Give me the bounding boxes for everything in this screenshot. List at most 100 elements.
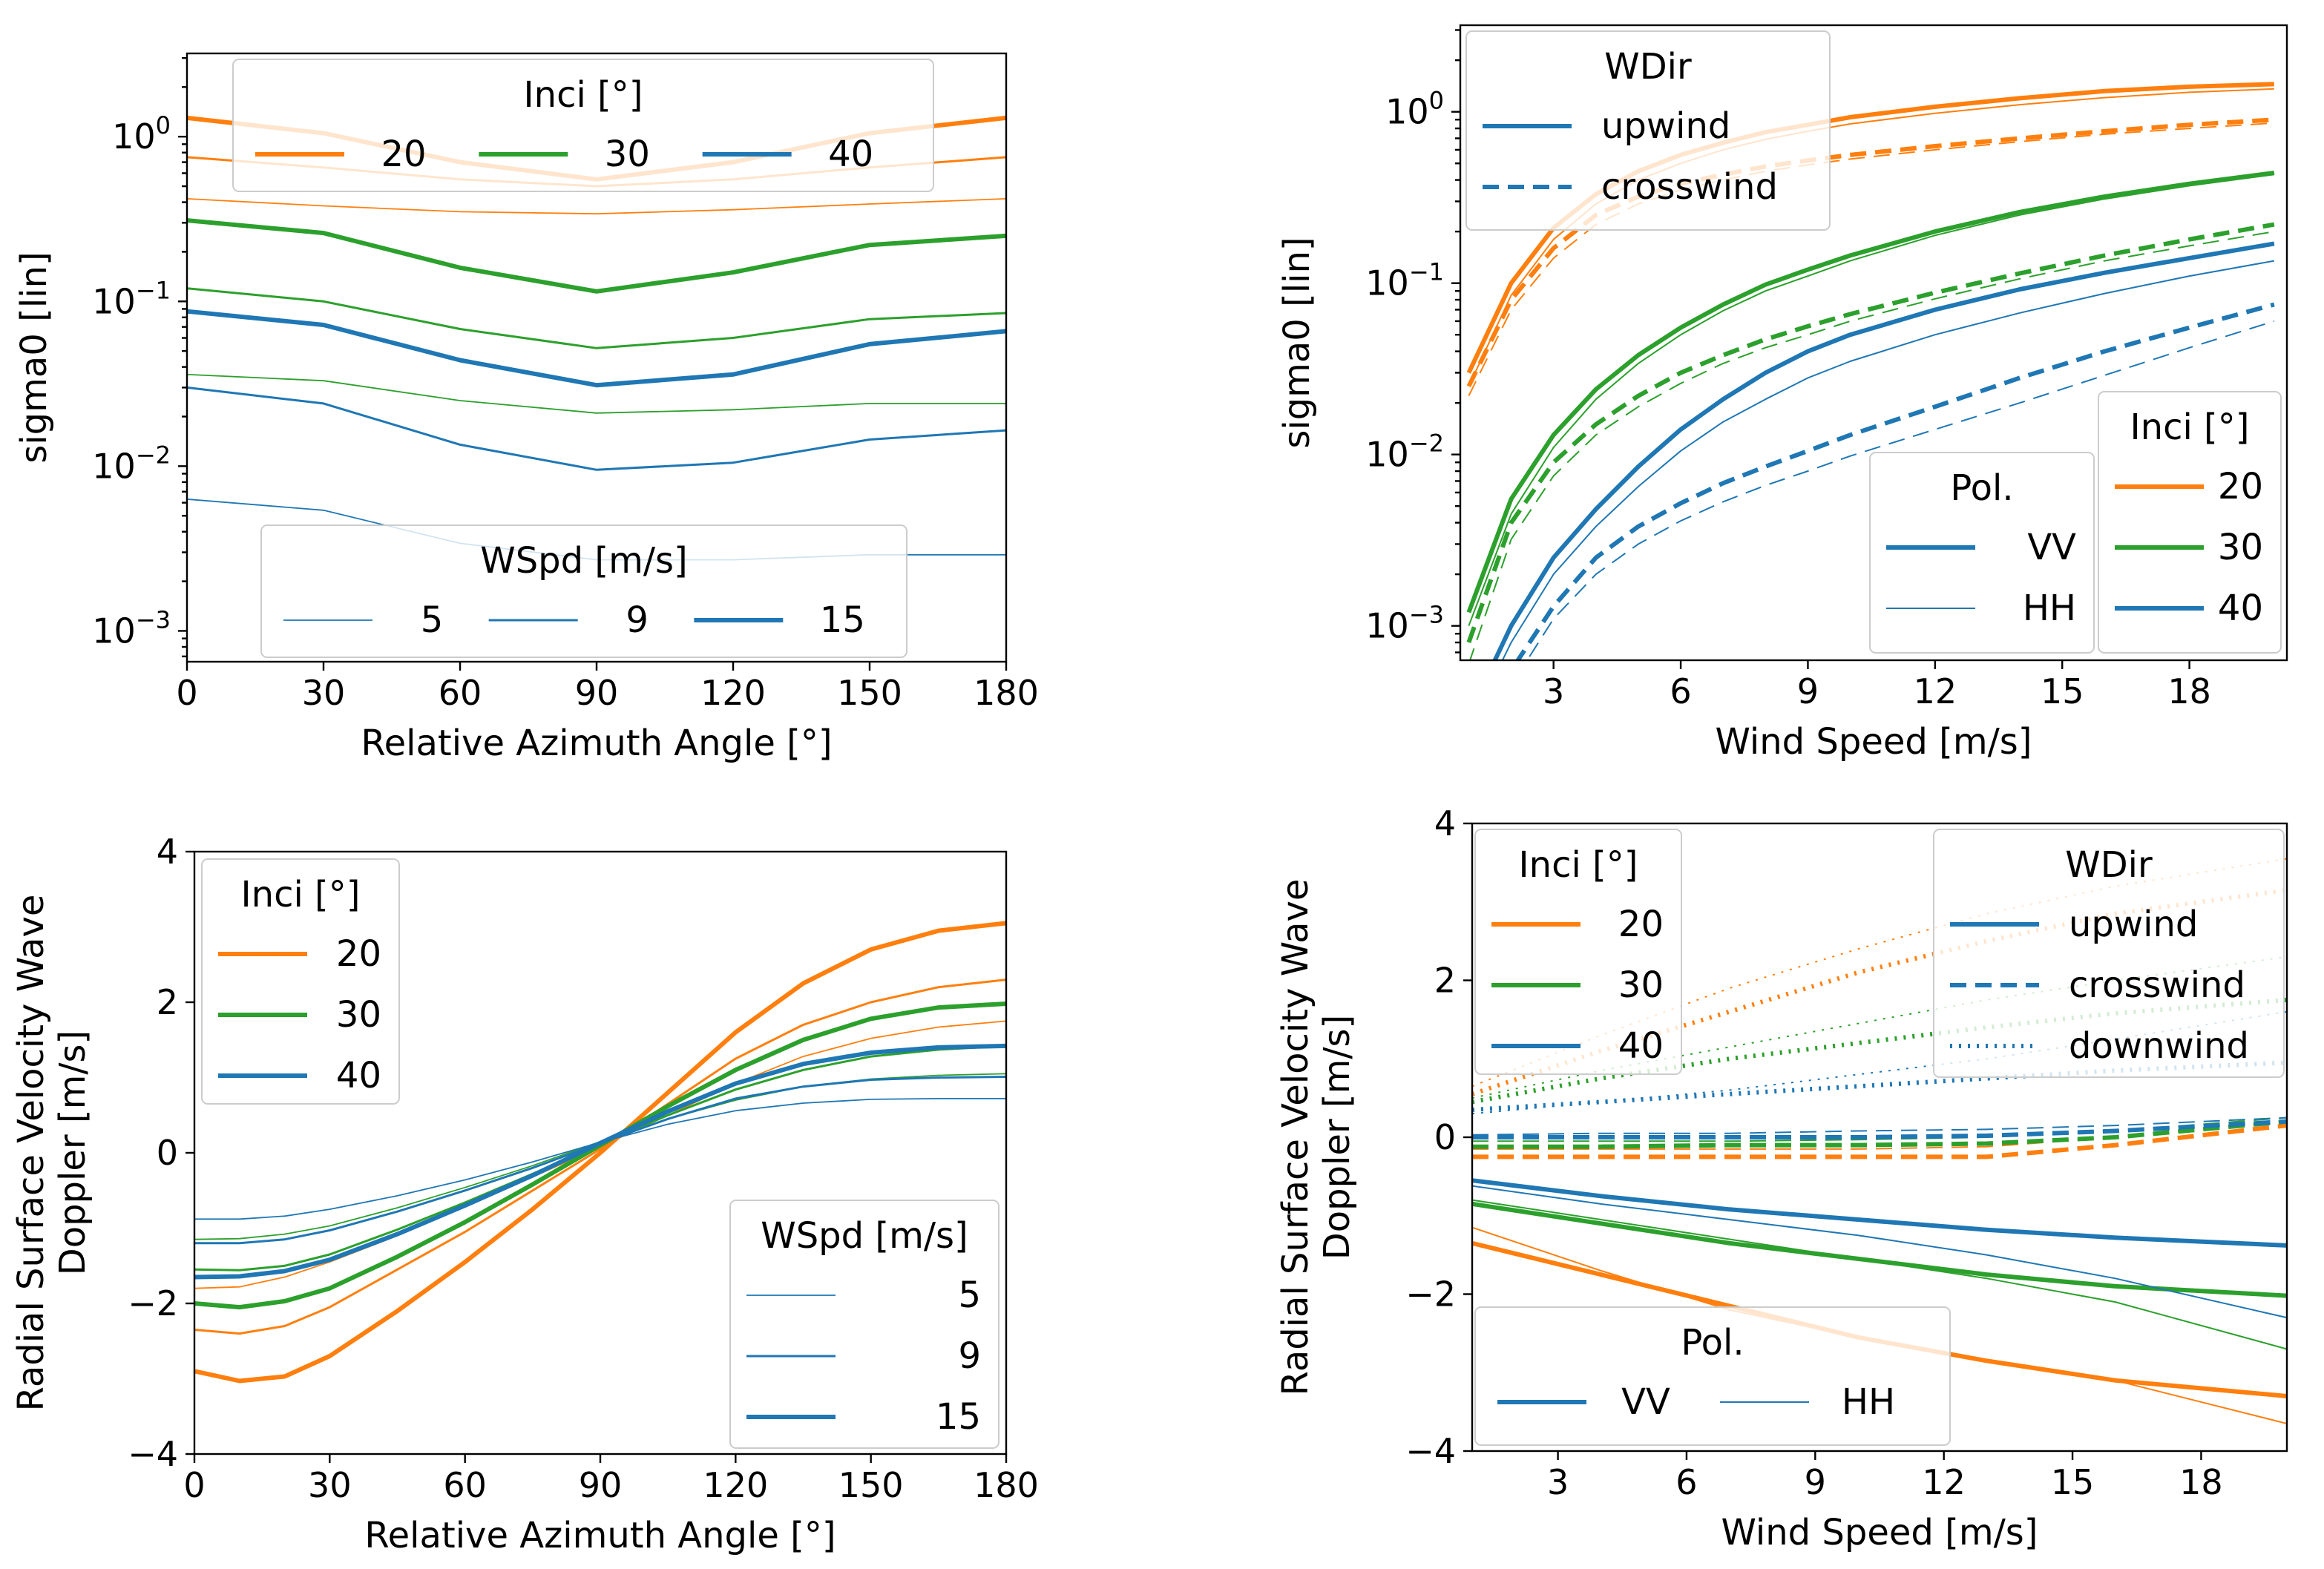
series-line: [1466, 222, 2275, 644]
x-tick-label: 6: [1675, 1462, 1697, 1502]
x-tick-label: 0: [183, 1465, 205, 1505]
legend-wspd: WSpd [m/s] 5 9 15: [729, 1200, 999, 1449]
series-line: [187, 373, 1006, 414]
legend-entry-label: 5: [958, 1274, 981, 1316]
legend-entry-label: VV: [1621, 1381, 1670, 1423]
y-tick-label: 10−2: [1365, 430, 1444, 475]
legend-entry-label: upwind: [1601, 105, 1730, 147]
legend-entry-label: 40: [336, 1055, 381, 1096]
x-tick-label: 15: [2041, 671, 2084, 711]
series-line: [1466, 171, 2275, 614]
legend-title: WDir: [2065, 844, 2153, 886]
y-tick-label: −4: [128, 1434, 178, 1474]
series-line: [187, 287, 1006, 349]
y-tick-label: 4: [157, 832, 178, 872]
legend-entry-label: VV: [2027, 527, 2076, 568]
x-tick-label: 60: [439, 673, 482, 713]
chart-panel-2: 3 6 9 12 15 18 Wind Speed [m/s] 10−3 10−2 10−1 100…: [1276, 24, 2288, 763]
y-axis-label: Radial Surface Velocity Wave: [1275, 879, 1316, 1396]
legend-entry-label: 9: [626, 599, 649, 641]
x-axis-label: Wind Speed [m/s]: [1715, 721, 2032, 763]
legend-entry-label: 30: [1618, 964, 1664, 1006]
series-line: [1472, 955, 2287, 1099]
x-tick-label: 18: [2167, 671, 2211, 711]
legend-inci: Inci [°] 20 30 40: [1474, 829, 1682, 1075]
series-line: [1526, 320, 2275, 660]
x-tick-label: 180: [974, 673, 1039, 713]
x-tick-label: 12: [1922, 1462, 1966, 1502]
legend-entry-label: crosswind: [2069, 964, 2245, 1006]
legend-entry-label: 15: [820, 599, 865, 641]
legend-frame: [1933, 829, 2285, 1078]
legend-entry-label: HH: [1842, 1381, 1895, 1423]
series-line: [194, 921, 1006, 1384]
y-tick-label: 2: [1434, 961, 1456, 1001]
legend-wdir: WDir upwind crosswind downwind: [1933, 829, 2285, 1078]
series-line: [1472, 1119, 2287, 1139]
legend-title: WSpd [m/s]: [480, 540, 688, 582]
series-line: [194, 1076, 1006, 1245]
legend-entry-label: downwind: [2069, 1025, 2249, 1067]
series-line: [194, 978, 1006, 1335]
x-axis-label: Wind Speed [m/s]: [1721, 1512, 2038, 1553]
x-tick-label: 120: [700, 673, 766, 713]
legend-entry-label: HH: [2023, 588, 2076, 629]
legend-entry-label: 9: [958, 1335, 981, 1377]
legend-title: Inci [°]: [2130, 407, 2249, 448]
legend-pol: Pol. VV HH: [1869, 452, 2095, 654]
legend-title: WSpd [m/s]: [761, 1215, 968, 1257]
series-line: [1501, 260, 2275, 660]
series-line: [1472, 1123, 2287, 1160]
legend-inci: Inci [°] 20 30 40: [232, 59, 934, 192]
series-line: [1472, 1119, 2287, 1149]
x-tick-label: 150: [837, 673, 902, 713]
legend-entry-label: 20: [336, 933, 381, 975]
series-line: [1468, 174, 2275, 626]
legend-title: Inci [°]: [240, 874, 360, 915]
x-tick-label: 180: [974, 1465, 1039, 1505]
legend-title: Inci [°]: [1518, 844, 1638, 886]
legend-title: Inci [°]: [523, 74, 643, 116]
series-line: [1492, 241, 2275, 660]
y-tick-label: 2: [157, 982, 178, 1022]
legend-title: WDir: [1604, 46, 1692, 88]
x-tick-label: 120: [703, 1465, 768, 1505]
legend-entry-label: 30: [605, 134, 650, 175]
legend-entry-label: 15: [936, 1396, 981, 1438]
series-line: [194, 1001, 1006, 1310]
legend-frame: [201, 858, 400, 1105]
y-tick-label: 100: [1385, 87, 1444, 132]
x-tick-label: 18: [2179, 1462, 2223, 1502]
legend-frame: [260, 524, 907, 658]
series-line: [1472, 1116, 2287, 1136]
legend-frame: [1465, 30, 1831, 231]
legend-entry-label: 40: [828, 134, 873, 175]
y-tick-label: 100: [112, 111, 171, 157]
series-line: [187, 386, 1006, 471]
legend-wspd: WSpd [m/s] 5 9 15: [260, 524, 907, 658]
series-line: [1472, 858, 2287, 1088]
series-line: [1472, 1178, 2287, 1248]
x-tick-label: 150: [838, 1465, 904, 1505]
legend-entry-label: 20: [1618, 904, 1664, 945]
legend-frame: [2098, 391, 2282, 654]
legend-frame: [1474, 1306, 1951, 1446]
x-tick-label: 30: [302, 673, 346, 713]
y-axis-label: sigma0 [lin]: [13, 251, 55, 463]
series-line: [187, 309, 1006, 388]
y-axis-label: Doppler [m/s]: [52, 1030, 93, 1276]
x-tick-label: 90: [575, 673, 619, 713]
x-tick-label: 60: [443, 1465, 487, 1505]
legend-entry-label: 30: [336, 994, 381, 1036]
series-line: [187, 198, 1006, 215]
y-tick-label: −4: [1405, 1431, 1456, 1471]
x-axis-label: Relative Azimuth Angle [°]: [364, 1515, 836, 1556]
y-tick-label: 10−3: [92, 605, 171, 651]
legend-entry-label: 30: [2218, 527, 2263, 568]
series-line: [1468, 122, 2274, 397]
y-tick-label: 10−2: [92, 441, 171, 486]
legend-wdir: WDir upwind crosswind: [1465, 30, 1831, 231]
y-tick-label: −2: [1405, 1274, 1456, 1315]
series-group: [194, 921, 1006, 1384]
